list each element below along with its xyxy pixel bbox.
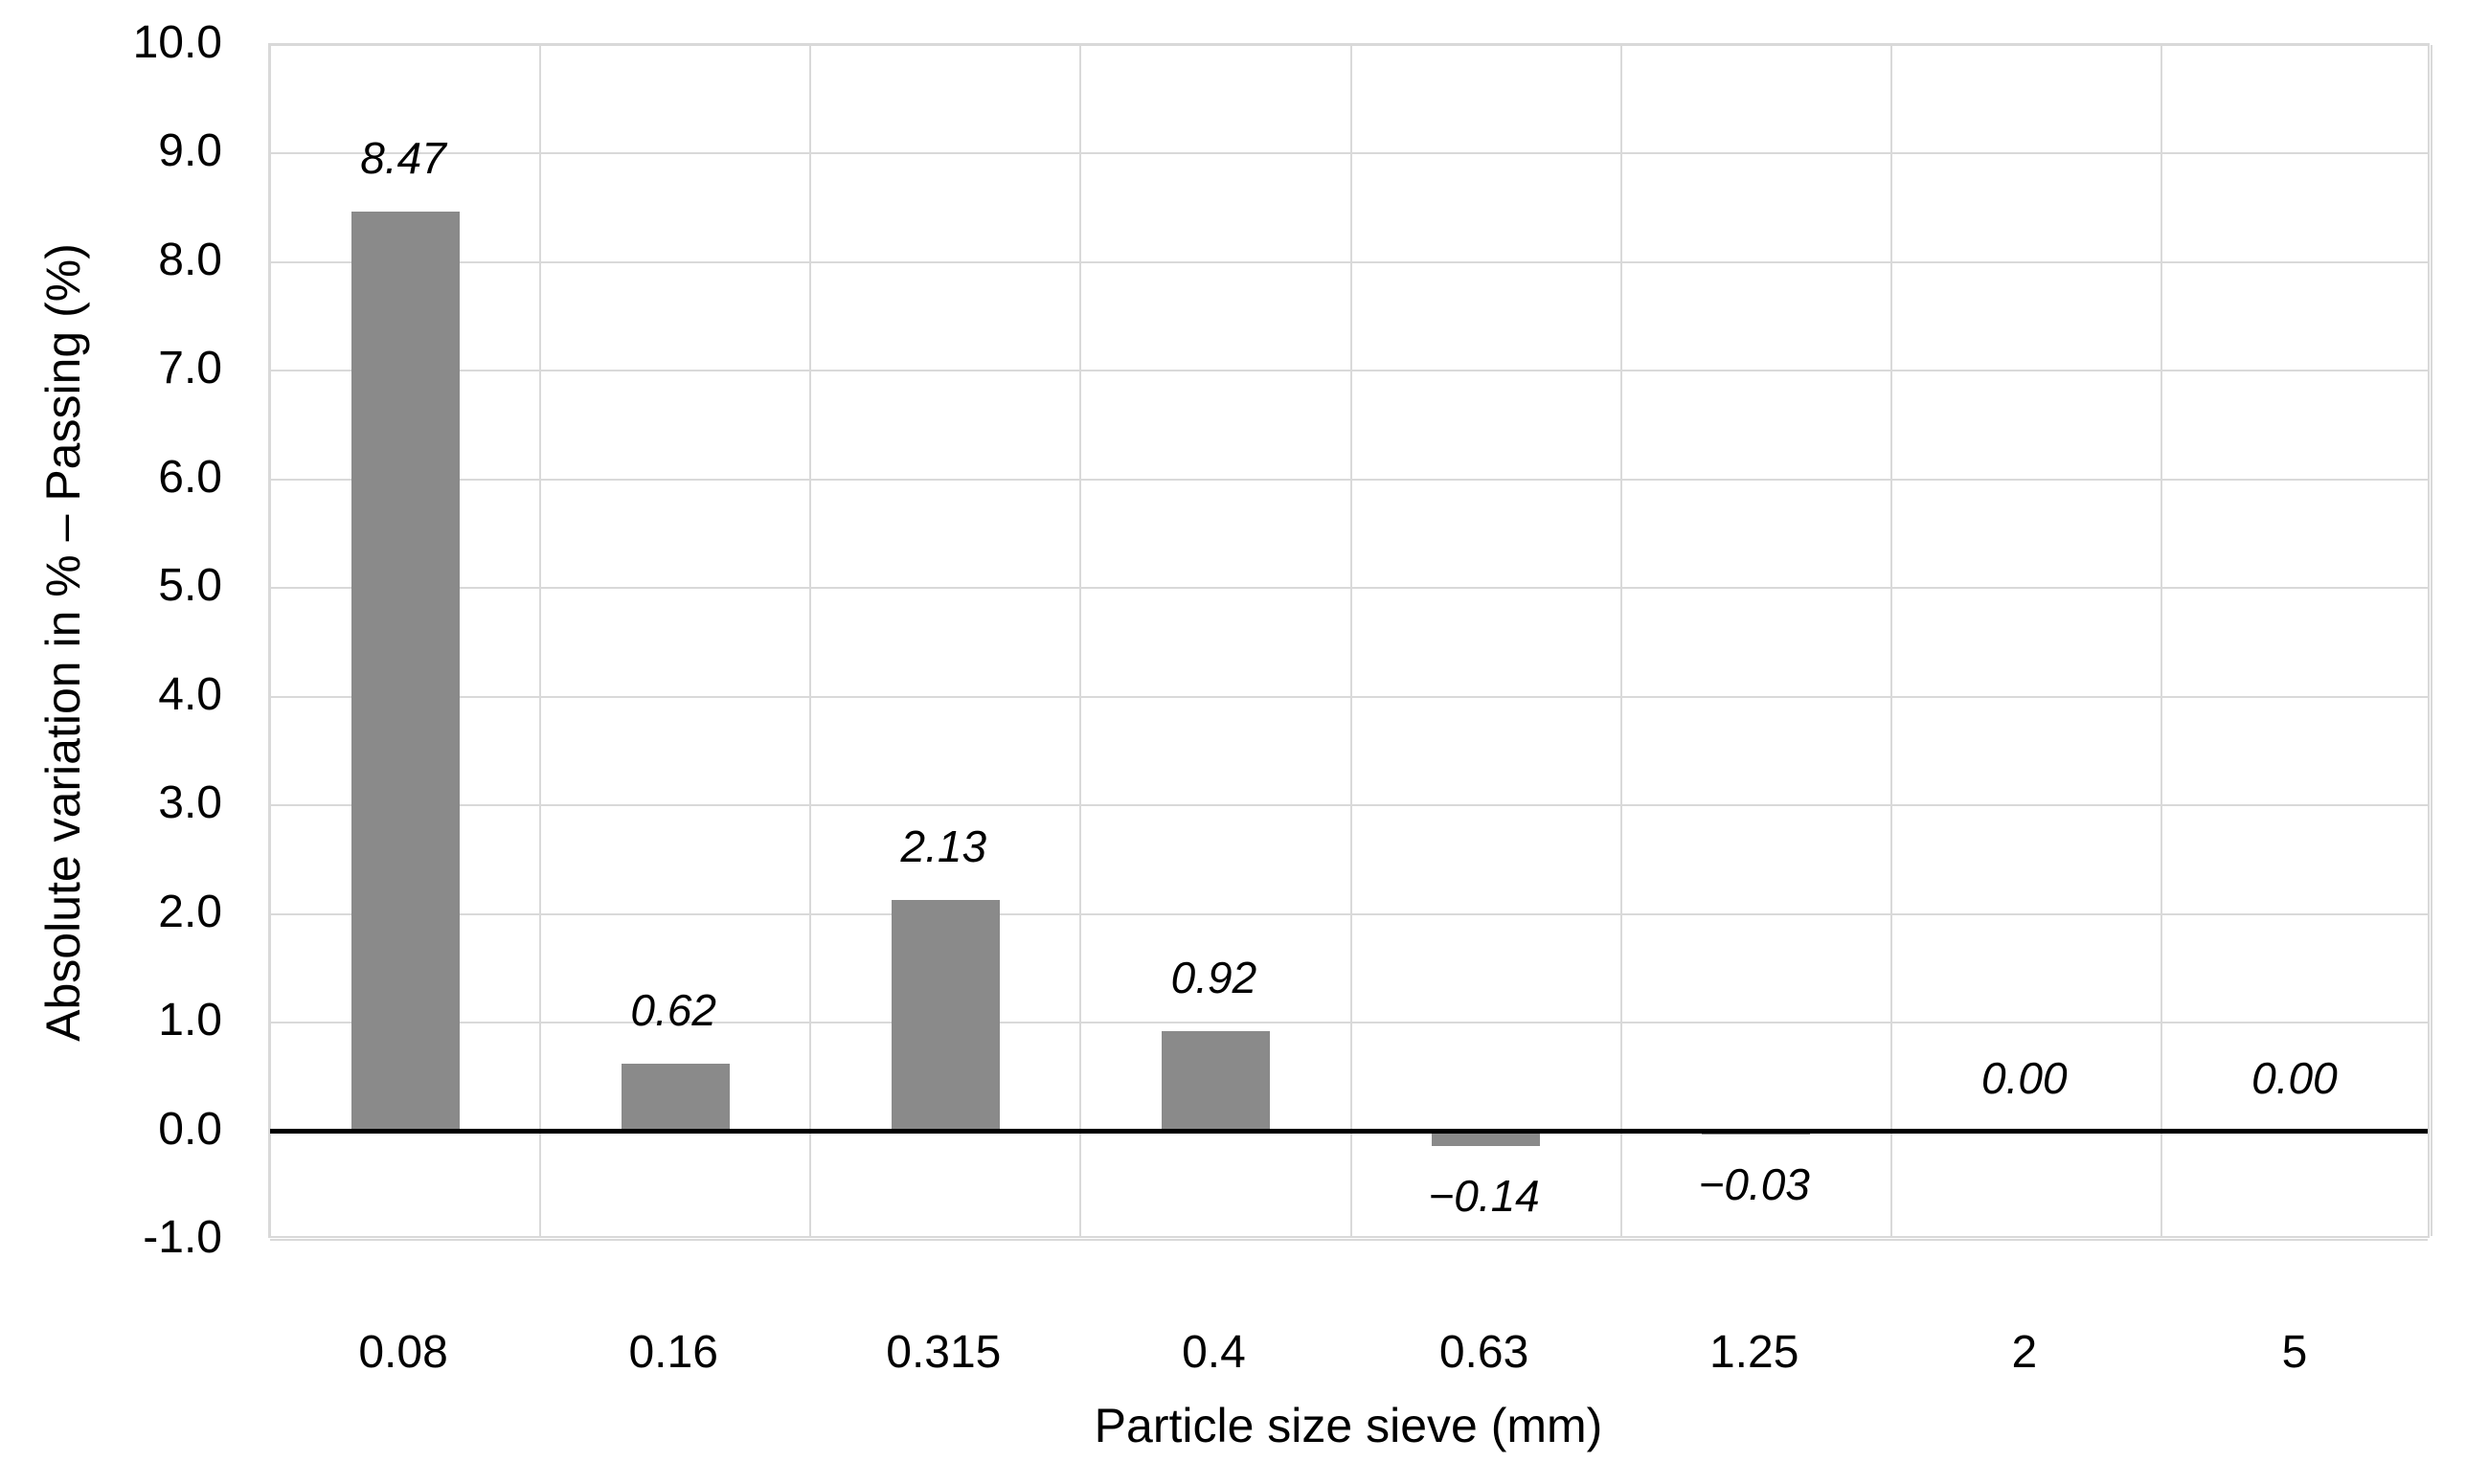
gridline-horizontal xyxy=(270,912,2428,915)
gridline-vertical xyxy=(269,45,271,1236)
y-tick-label: 5.0 xyxy=(158,560,222,612)
y-tick-label: 1.0 xyxy=(158,995,222,1046)
bar-value-label: −0.14 xyxy=(1428,1171,1540,1222)
x-tick-label: 0.315 xyxy=(886,1327,1002,1378)
gridline-horizontal xyxy=(270,695,2428,698)
gridline-horizontal xyxy=(270,1022,2428,1024)
gridline-horizontal xyxy=(270,370,2428,372)
gridline-vertical xyxy=(1349,45,1352,1236)
y-tick-label: -1.0 xyxy=(143,1212,222,1263)
bar xyxy=(621,1064,730,1132)
bar-value-label: 8.47 xyxy=(360,132,446,183)
bar-value-label: 2.13 xyxy=(900,821,987,871)
bar-value-label: −0.03 xyxy=(1698,1158,1810,1209)
gridline-vertical xyxy=(2160,45,2162,1236)
y-tick-label: 6.0 xyxy=(158,451,222,503)
bar xyxy=(1432,1131,1541,1147)
plot-area xyxy=(268,43,2432,1241)
y-tick-label: 4.0 xyxy=(158,668,222,720)
gridline-horizontal xyxy=(270,1239,2428,1241)
y-tick-label: 0.0 xyxy=(158,1103,222,1155)
gridline-horizontal xyxy=(270,478,2428,481)
gridline-vertical xyxy=(809,45,812,1236)
gridline-vertical xyxy=(2431,45,2432,1236)
bar-value-label: 0.00 xyxy=(2251,1052,2338,1103)
x-tick-label: 0.08 xyxy=(358,1327,448,1378)
gridline-horizontal xyxy=(270,260,2428,263)
x-tick-label: 0.16 xyxy=(628,1327,718,1378)
gridline-horizontal xyxy=(270,44,2428,46)
y-tick-label: 3.0 xyxy=(158,777,222,829)
x-tick-label: 1.25 xyxy=(1708,1327,1799,1378)
gridline-vertical xyxy=(539,45,542,1236)
bar xyxy=(351,211,460,1132)
zero-axis-line xyxy=(270,1129,2428,1135)
gridline-horizontal xyxy=(270,804,2428,807)
x-tick-label: 5 xyxy=(2281,1327,2308,1378)
x-axis-title: Particle size sieve (mm) xyxy=(1094,1399,1603,1452)
y-tick-label: 9.0 xyxy=(158,125,222,177)
gridline-horizontal xyxy=(270,152,2428,155)
bar-value-label: 0.00 xyxy=(1981,1052,2068,1103)
gridline-vertical xyxy=(1889,45,1892,1236)
y-tick-label: 8.0 xyxy=(158,234,222,285)
gridline-horizontal xyxy=(270,587,2428,590)
gridline-vertical xyxy=(1079,45,1082,1236)
y-tick-label: 10.0 xyxy=(132,17,222,68)
x-tick-label: 2 xyxy=(2011,1327,2038,1378)
gridline-vertical xyxy=(1619,45,1622,1236)
y-tick-label: 7.0 xyxy=(158,343,222,394)
bar xyxy=(891,899,1000,1132)
bar-value-label: 0.92 xyxy=(1170,953,1257,1003)
x-tick-label: 0.4 xyxy=(1182,1327,1246,1378)
bar xyxy=(1161,1031,1270,1132)
x-tick-label: 0.63 xyxy=(1438,1327,1529,1378)
y-tick-label: 2.0 xyxy=(158,886,222,937)
bar-value-label: 0.62 xyxy=(630,985,716,1036)
